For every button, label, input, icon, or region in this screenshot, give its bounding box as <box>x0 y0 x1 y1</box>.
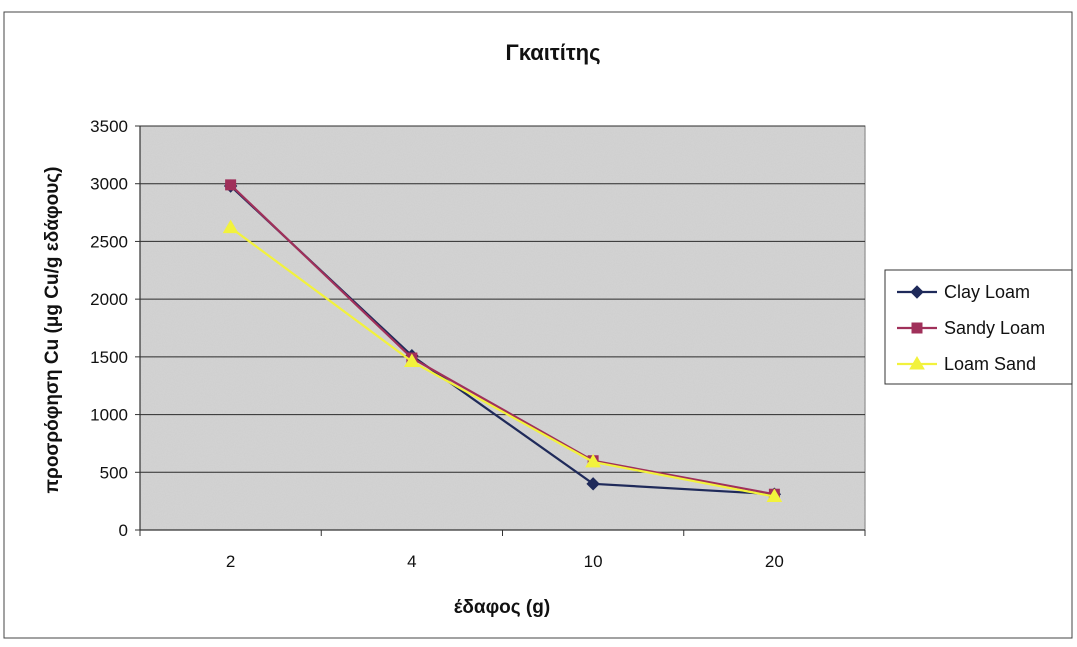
series-line <box>229 184 775 496</box>
gridlines <box>135 125 865 531</box>
y-tick-label: 3000 <box>90 175 128 194</box>
y-axis-title: προσρόφηση Cu (μg Cu/g εδάφους) <box>42 167 63 494</box>
data-point <box>222 219 239 234</box>
legend-label: Sandy Loam <box>944 318 1045 338</box>
chart-title: Γκαιτίτης <box>505 40 600 65</box>
y-tick-label: 2000 <box>90 290 128 309</box>
legend: Clay Loam Sandy Loam Loam Sand <box>884 269 1073 385</box>
legend-marker <box>911 322 923 334</box>
y-tick-label: 500 <box>100 463 128 482</box>
data-point <box>766 488 783 503</box>
series-loam-sand <box>222 219 783 503</box>
data-point <box>586 477 600 491</box>
y-tick-label: 3500 <box>90 117 128 136</box>
legend-marker <box>910 285 924 299</box>
legend-item: Loam Sand <box>897 354 1036 374</box>
data-point <box>404 353 420 367</box>
legend-label: Loam Sand <box>944 354 1036 374</box>
x-tick-label: 4 <box>407 552 416 571</box>
y-tick-label: 2500 <box>90 232 128 251</box>
legend-item: Sandy Loam <box>897 318 1045 338</box>
x-axis-title: έδαφος (g) <box>454 597 550 618</box>
legend-item: Clay Loam <box>897 282 1030 302</box>
series-group <box>222 179 783 503</box>
x-tick-labels: 2 4 10 20 <box>226 552 784 571</box>
y-tick-label: 1000 <box>90 406 128 425</box>
y-tick-labels: 0 500 1000 1500 2000 2500 3000 3500 <box>90 117 128 540</box>
x-axis-ticks <box>139 530 866 536</box>
plot-area-texture <box>140 126 865 530</box>
data-point <box>225 179 237 191</box>
legend-label: Clay Loam <box>944 282 1030 302</box>
x-tick-label: 10 <box>584 552 603 571</box>
y-tick-label: 0 <box>119 521 128 540</box>
y-tick-label: 1500 <box>90 348 128 367</box>
series-line <box>229 226 775 498</box>
x-tick-label: 20 <box>765 552 784 571</box>
legend-marker <box>909 356 925 370</box>
data-point <box>585 453 601 468</box>
x-tick-label: 2 <box>226 552 235 571</box>
